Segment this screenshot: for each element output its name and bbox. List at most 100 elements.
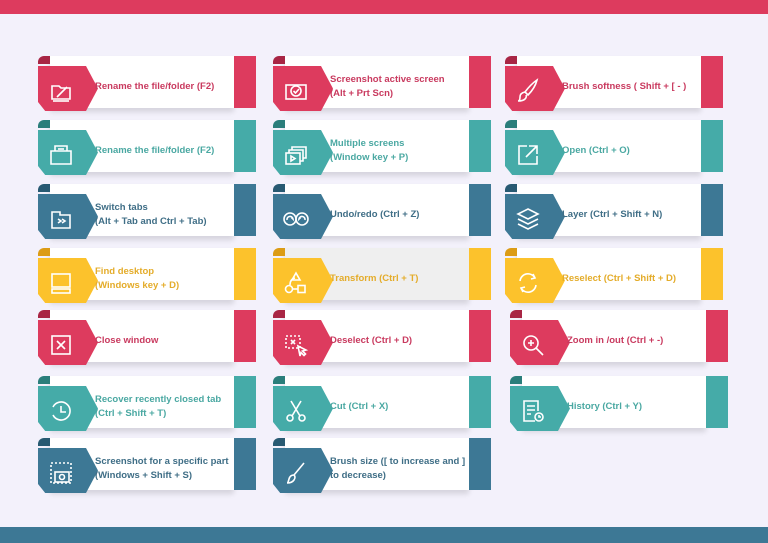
card-fold [38, 310, 50, 318]
card-fold [38, 248, 50, 256]
card-badge [505, 194, 565, 239]
card-fold [505, 120, 517, 128]
shortcut-card-switch-tabs: Switch tabs (Alt + Tab and Ctrl + Tab) [38, 184, 256, 244]
bottom-accent-bar [0, 527, 768, 543]
shortcut-label: Screenshot active screen (Alt + Prt Scn) [330, 74, 445, 99]
card-badge [273, 258, 333, 303]
brush-icon [281, 458, 311, 488]
card-fold [273, 438, 285, 446]
shortcut-label: Deselect (Ctrl + D) [330, 335, 413, 346]
card-tail [701, 184, 723, 236]
card-tail [701, 56, 723, 108]
card-tail [469, 56, 491, 108]
card-tail [234, 248, 256, 300]
shortcut-card-history: History (Ctrl + Y) [510, 376, 728, 436]
shortcut-card-deselect: Deselect (Ctrl + D) [273, 310, 491, 370]
folder-icon [46, 140, 76, 170]
shortcut-label: Zoom in /out (Ctrl + -) [567, 335, 664, 346]
card-fold [273, 120, 285, 128]
open-external-icon [513, 140, 543, 170]
card-badge [38, 130, 98, 175]
card-fold [510, 376, 522, 384]
zoom-in-icon [518, 330, 548, 360]
card-badge [38, 320, 98, 365]
card-badge [38, 386, 98, 431]
card-fold [505, 56, 517, 64]
shortcut-label: Layer (Ctrl + Shift + N) [562, 209, 663, 220]
shortcut-card-cut: Cut (Ctrl + X) [273, 376, 491, 436]
card-tail [469, 376, 491, 428]
card-tail [706, 376, 728, 428]
shortcut-card-multiple-screens: Multiple screens (Window key + P) [273, 120, 491, 180]
shortcut-card-rename-teal: Rename the file/folder (F2) [38, 120, 256, 180]
shortcut-label: Find desktop (Windows key + D) [95, 266, 180, 291]
deselect-cursor-icon [281, 330, 311, 360]
card-fold [505, 248, 517, 256]
shortcut-label: Undo/redo (Ctrl + Z) [330, 209, 420, 220]
card-tail [706, 310, 728, 362]
shortcut-card-undo-redo: Undo/redo (Ctrl + Z) [273, 184, 491, 244]
card-badge [505, 66, 565, 111]
shortcut-label: Recover recently closed tab (Ctrl + Shif… [95, 394, 222, 419]
card-badge [505, 258, 565, 303]
history-restore-icon [46, 396, 76, 426]
card-fold [273, 184, 285, 192]
card-fold [38, 184, 50, 192]
card-fold [273, 56, 285, 64]
reselect-cycle-icon [513, 268, 543, 298]
shortcut-card-transform: Transform (Ctrl + T) [273, 248, 491, 308]
card-badge [273, 66, 333, 111]
top-accent-bar [0, 0, 768, 14]
card-badge [273, 386, 333, 431]
card-badge [273, 448, 333, 493]
rename-folder-icon [46, 76, 76, 106]
shortcut-label: Close window [95, 335, 159, 346]
shortcut-card-layer: Layer (Ctrl + Shift + N) [505, 184, 723, 244]
shortcut-label: Transform (Ctrl + T) [330, 273, 419, 284]
paintbrush-icon [513, 76, 543, 106]
shortcut-card-find-desktop: Find desktop (Windows key + D) [38, 248, 256, 308]
scissors-icon [281, 396, 311, 426]
card-tail [234, 184, 256, 236]
shortcut-card-recover-tab: Recover recently closed tab (Ctrl + Shif… [38, 376, 256, 436]
card-tail [469, 310, 491, 362]
card-tail [234, 56, 256, 108]
card-badge [510, 320, 570, 365]
shortcut-label: Brush size ([ to increase and ] to decre… [330, 456, 466, 481]
transform-shapes-icon [281, 268, 311, 298]
card-tail [469, 438, 491, 490]
close-window-icon [46, 330, 76, 360]
shortcut-card-rename-red: Rename the file/folder (F2) [38, 56, 256, 116]
card-fold [38, 120, 50, 128]
shortcut-card-screenshot-active: Screenshot active screen (Alt + Prt Scn) [273, 56, 491, 116]
shortcut-card-zoom: Zoom in /out (Ctrl + -) [510, 310, 728, 370]
card-fold [273, 376, 285, 384]
switch-tabs-icon [46, 204, 76, 234]
card-fold [273, 310, 285, 318]
card-fold [38, 56, 50, 64]
card-tail [234, 376, 256, 428]
shortcut-label: Brush softness ( Shift + [ - ) [562, 81, 687, 92]
card-tail [701, 120, 723, 172]
card-fold [510, 310, 522, 318]
undo-redo-icon [281, 204, 311, 234]
card-fold [38, 438, 50, 446]
card-tail [469, 120, 491, 172]
card-tail [234, 310, 256, 362]
shortcut-card-brush-softness: Brush softness ( Shift + [ - ) [505, 56, 723, 116]
multiple-screens-icon [281, 140, 311, 170]
card-tail [234, 120, 256, 172]
card-fold [38, 376, 50, 384]
card-tail [701, 248, 723, 300]
layers-icon [513, 204, 543, 234]
shortcut-label: Multiple screens (Window key + P) [330, 138, 409, 163]
screenshot-check-icon [281, 76, 311, 106]
card-badge [505, 130, 565, 175]
camera-selection-icon [46, 458, 76, 488]
shortcut-label: Rename the file/folder (F2) [95, 145, 215, 156]
shortcut-card-close-window: Close window [38, 310, 256, 370]
card-badge [38, 448, 98, 493]
shortcut-card-screenshot-part: Screenshot for a specific part (Windows … [38, 438, 256, 498]
shortcut-label: Reselect (Ctrl + Shift + D) [562, 273, 677, 284]
card-fold [273, 248, 285, 256]
